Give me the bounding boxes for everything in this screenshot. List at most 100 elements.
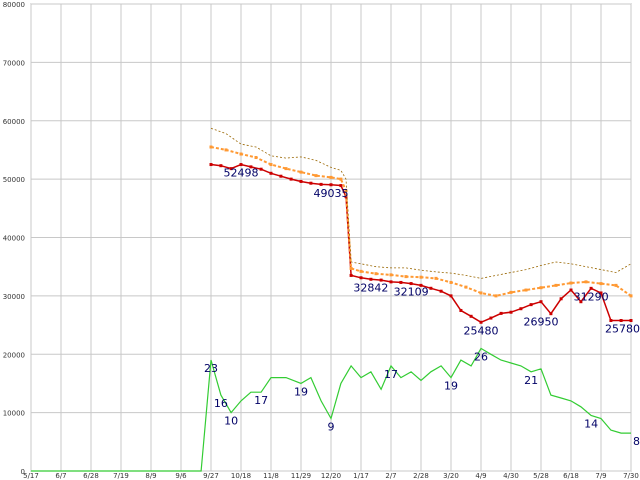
data-point-marker xyxy=(519,307,523,311)
data-point-marker xyxy=(419,283,423,287)
data-point-marker xyxy=(239,163,243,167)
chart-axes: 0 10000 20000 30000 40000 50000 60000 70000 8000… xyxy=(3,1,639,480)
x-tick-label: 5/17 xyxy=(23,472,39,480)
data-label: 25480 xyxy=(464,324,499,337)
data-point-marker xyxy=(529,303,533,307)
data-point-marker xyxy=(434,276,438,280)
y-tick-label: 70000 xyxy=(3,59,25,67)
x-tick-label: 9/27 xyxy=(203,472,219,480)
data-point-marker xyxy=(209,145,213,149)
data-point-marker xyxy=(239,152,243,156)
data-point-marker xyxy=(219,164,223,168)
x-tick-label: 5/28 xyxy=(533,472,549,480)
x-tick-label: 6/7 xyxy=(55,472,66,480)
y-tick-label: 50000 xyxy=(3,176,25,184)
data-label: 21 xyxy=(524,374,538,387)
data-point-marker xyxy=(569,288,573,292)
x-tick-label: 3/20 xyxy=(443,472,459,480)
x-tick-label: 12/20 xyxy=(321,472,341,480)
data-point-marker xyxy=(249,165,253,169)
data-point-marker xyxy=(429,286,433,290)
data-label: 16 xyxy=(214,397,228,410)
data-point-marker xyxy=(449,294,453,298)
data-point-marker xyxy=(209,163,213,167)
y-tick-label: 40000 xyxy=(3,235,25,243)
data-point-marker xyxy=(359,269,363,273)
data-point-marker xyxy=(229,167,233,171)
data-point-marker xyxy=(569,281,573,285)
data-point-marker xyxy=(329,183,333,187)
data-label: 32842 xyxy=(353,281,388,294)
data-point-marker xyxy=(439,289,443,293)
data-point-marker xyxy=(449,280,453,284)
data-label: 26950 xyxy=(524,316,559,329)
y-tick-label: 60000 xyxy=(3,118,25,126)
x-tick-label: 6/28 xyxy=(83,472,99,480)
data-label: 8 xyxy=(633,435,640,448)
data-label: 32109 xyxy=(394,286,429,299)
data-point-marker xyxy=(614,283,618,287)
data-point-marker xyxy=(254,156,258,160)
data-point-marker xyxy=(374,272,378,276)
data-point-marker xyxy=(599,291,603,295)
x-tick-label: 2/28 xyxy=(413,472,429,480)
data-point-marker xyxy=(539,300,543,304)
y-tick-label: 30000 xyxy=(3,293,25,301)
data-label: 10 xyxy=(224,415,238,428)
data-point-marker xyxy=(489,316,493,320)
data-label: 9 xyxy=(328,420,335,433)
data-point-marker xyxy=(419,275,423,279)
y-tick-label: 10000 xyxy=(3,410,25,418)
data-label: 25780 xyxy=(605,323,640,336)
data-point-marker xyxy=(609,319,613,323)
data-point-marker xyxy=(224,148,228,152)
data-point-marker xyxy=(619,319,623,323)
x-tick-label: 7/19 xyxy=(113,472,129,480)
data-point-marker xyxy=(509,310,513,314)
chart-series xyxy=(31,127,633,472)
data-point-marker xyxy=(479,320,483,324)
data-point-marker xyxy=(524,288,528,292)
data-label: 19 xyxy=(294,385,308,398)
data-label: 26 xyxy=(474,350,488,363)
data-point-marker xyxy=(344,189,348,193)
data-point-marker xyxy=(284,167,288,171)
chart-data-labels: 52498 49035 32842 32109 25480 26950 31290 25780… xyxy=(204,167,640,449)
data-point-marker xyxy=(549,312,553,316)
data-point-marker xyxy=(289,177,293,181)
data-point-marker xyxy=(399,280,403,284)
data-point-marker xyxy=(389,280,393,284)
data-point-marker xyxy=(319,182,323,186)
data-point-marker xyxy=(404,275,408,279)
x-tick-label: 9/6 xyxy=(175,472,187,480)
data-label: 17 xyxy=(254,394,268,407)
data-point-marker xyxy=(369,277,373,281)
data-point-marker xyxy=(349,266,353,270)
data-point-marker xyxy=(469,314,473,318)
data-point-marker xyxy=(509,290,513,294)
data-label: 52498 xyxy=(224,167,259,180)
data-point-marker xyxy=(279,174,283,178)
data-point-marker xyxy=(589,286,593,290)
x-tick-label: 6/18 xyxy=(563,472,579,480)
data-point-marker xyxy=(499,311,503,315)
x-tick-label: 7/9 xyxy=(595,472,606,480)
data-point-marker xyxy=(464,285,468,289)
data-point-marker xyxy=(554,283,558,287)
data-point-marker xyxy=(539,286,543,290)
data-label: 49035 xyxy=(314,187,349,200)
series-count-line xyxy=(31,347,631,472)
data-label: 17 xyxy=(384,368,398,381)
x-tick-label: 2/7 xyxy=(385,472,396,480)
x-tick-label: 10/18 xyxy=(231,472,251,480)
data-point-marker xyxy=(299,179,303,183)
data-point-marker xyxy=(629,319,633,323)
data-point-marker xyxy=(379,278,383,282)
y-tick-label: 20000 xyxy=(3,351,25,359)
data-label: 23 xyxy=(204,362,218,375)
x-tick-label: 11/29 xyxy=(291,472,311,480)
data-point-marker xyxy=(269,163,273,167)
data-point-marker xyxy=(314,174,318,178)
x-tick-label: 4/9 xyxy=(475,472,486,480)
